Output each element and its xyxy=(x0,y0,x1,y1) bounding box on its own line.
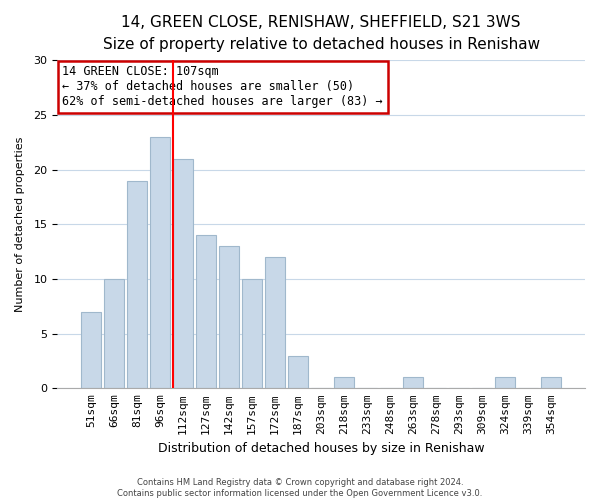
X-axis label: Distribution of detached houses by size in Renishaw: Distribution of detached houses by size … xyxy=(158,442,484,455)
Bar xyxy=(334,378,354,388)
Bar xyxy=(242,279,262,388)
Bar xyxy=(150,137,170,388)
Bar xyxy=(265,257,285,388)
Text: 14 GREEN CLOSE: 107sqm
← 37% of detached houses are smaller (50)
62% of semi-det: 14 GREEN CLOSE: 107sqm ← 37% of detached… xyxy=(62,65,383,108)
Bar xyxy=(81,312,101,388)
Bar xyxy=(541,378,561,388)
Bar xyxy=(104,279,124,388)
Bar xyxy=(496,378,515,388)
Bar xyxy=(173,158,193,388)
Bar xyxy=(127,180,147,388)
Bar xyxy=(288,356,308,388)
Bar xyxy=(219,246,239,388)
Bar xyxy=(403,378,423,388)
Title: 14, GREEN CLOSE, RENISHAW, SHEFFIELD, S21 3WS
Size of property relative to detac: 14, GREEN CLOSE, RENISHAW, SHEFFIELD, S2… xyxy=(103,15,539,52)
Y-axis label: Number of detached properties: Number of detached properties xyxy=(15,136,25,312)
Text: Contains HM Land Registry data © Crown copyright and database right 2024.
Contai: Contains HM Land Registry data © Crown c… xyxy=(118,478,482,498)
Bar xyxy=(196,235,216,388)
